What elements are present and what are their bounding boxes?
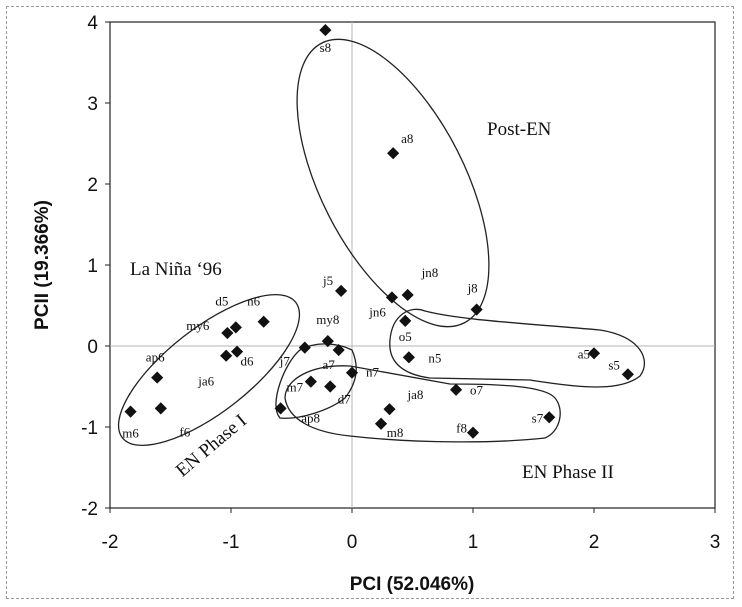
data-point-ap8: [274, 402, 287, 415]
point-label-ja8: ja8: [407, 387, 424, 402]
point-label-m7: m7: [287, 380, 304, 395]
y-tick-label: 1: [87, 256, 98, 277]
data-point-j7: [298, 341, 311, 354]
x-tick-label: 2: [589, 532, 600, 553]
data-point-m7: [304, 375, 317, 388]
data-point-s7: [543, 411, 556, 424]
point-label-my8: my8: [316, 312, 339, 327]
data-point-n5: [402, 351, 415, 364]
x-tick-label: 0: [347, 532, 358, 553]
en-phase-ii-outline: [284, 365, 561, 443]
y-tick-label: -1: [81, 418, 98, 439]
data-point-d7: [324, 380, 337, 393]
zero-lines: [110, 22, 715, 508]
data-point-my6: [221, 326, 234, 340]
point-label-d7: d7: [338, 392, 352, 407]
data-point-o5: [399, 314, 412, 327]
data-point-n6: [257, 315, 270, 328]
data-point-ja8: [383, 403, 396, 416]
point-label-o7: o7: [470, 383, 484, 398]
point-label-a7: a7: [323, 357, 336, 372]
point-label-m8: m8: [387, 425, 404, 440]
chart-frame: [6, 6, 734, 599]
x-tick-label: 3: [710, 532, 721, 553]
y-tick-label: -2: [81, 499, 98, 520]
la-nina-ellipse: [117, 293, 301, 447]
group-label-1: La Niña ‘96: [130, 259, 222, 280]
en-phase-i-outline: [275, 343, 357, 419]
point-label-j7: j7: [279, 354, 291, 369]
data-point-m6: [124, 405, 137, 418]
y-tick-label: 3: [87, 94, 98, 115]
point-label-d5: d5: [215, 293, 228, 308]
point-label-s7: s7: [532, 410, 544, 425]
data-point-ja6: [220, 349, 233, 362]
data-point-j8: [470, 303, 483, 316]
data-point-d6: [230, 345, 244, 358]
data-point-a8: [387, 147, 400, 160]
data-point-m8: [374, 417, 388, 430]
point-label-ap6: ap6: [146, 350, 165, 365]
y-axis-ticks: -2 -1 0 1 2 3 4: [81, 13, 110, 520]
data-point-my8: [321, 335, 334, 348]
point-label-my6: my6: [186, 318, 210, 333]
point-label-n5: n5: [428, 350, 441, 365]
point-label-ja6: ja6: [197, 374, 214, 389]
data-point-j5: [335, 284, 348, 298]
point-label-d6: d6: [241, 354, 255, 369]
data-point-d5: [229, 321, 242, 334]
point-label-jn8: jn8: [421, 265, 439, 280]
x-tick-label: -1: [223, 532, 240, 553]
x-tick-label: 1: [468, 532, 479, 553]
data-point-n7: [345, 366, 359, 379]
y-tick-label: 0: [87, 337, 98, 358]
point-label-s5: s5: [608, 357, 620, 372]
group-label-3: EN Phase II: [522, 462, 614, 483]
x-axis-ticks: -2 -1 0 1 2 3: [102, 508, 721, 553]
y-tick-label: 4: [87, 13, 98, 34]
point-label-ap8: ap8: [301, 410, 320, 425]
point-label-a5: a5: [578, 346, 590, 361]
data-point-s8: [319, 24, 332, 37]
x-tick-label: -2: [102, 532, 119, 553]
point-label-o5: o5: [399, 329, 412, 344]
point-label-m6: m6: [122, 426, 139, 441]
data-point-f8: [466, 426, 480, 439]
group-labels: Post-EN La Niña ‘96 EN Phase I EN Phase II: [130, 119, 614, 483]
data-point-labels: s8 a8 j5 jn6 jn8 j8 o5 n5 a5 s5 o7 s7 f8 ja8 m8 my8 a7 j7…: [122, 40, 620, 441]
y-tick-label: 2: [87, 175, 98, 196]
group-label-2: EN Phase I: [172, 410, 251, 481]
data-point-jn6: [385, 291, 399, 304]
point-label-a8: a8: [401, 131, 413, 146]
data-point-ap6: [151, 371, 164, 384]
data-point-o7: [449, 383, 463, 396]
point-label-s8: s8: [320, 40, 332, 55]
x-axis-title: PCI (52.046%): [350, 574, 475, 595]
post-en-ellipse: [296, 38, 490, 328]
right-cluster-outline: [389, 308, 645, 388]
data-point-jn8: [401, 288, 414, 302]
point-label-jn6: jn6: [368, 304, 386, 319]
group-label-0: Post-EN: [487, 119, 552, 140]
data-point-f6: [154, 402, 167, 415]
data-point-a7: [332, 343, 345, 357]
point-label-f6: f6: [179, 424, 190, 439]
point-label-n7: n7: [366, 365, 380, 380]
point-label-j8: j8: [467, 281, 478, 296]
y-axis-title: PCII (19.366%): [32, 200, 53, 330]
point-label-f8: f8: [456, 421, 467, 436]
point-label-n6: n6: [247, 294, 261, 309]
point-label-j5: j5: [322, 273, 333, 288]
group-ellipses: [117, 38, 645, 447]
data-point-s5: [621, 368, 634, 381]
